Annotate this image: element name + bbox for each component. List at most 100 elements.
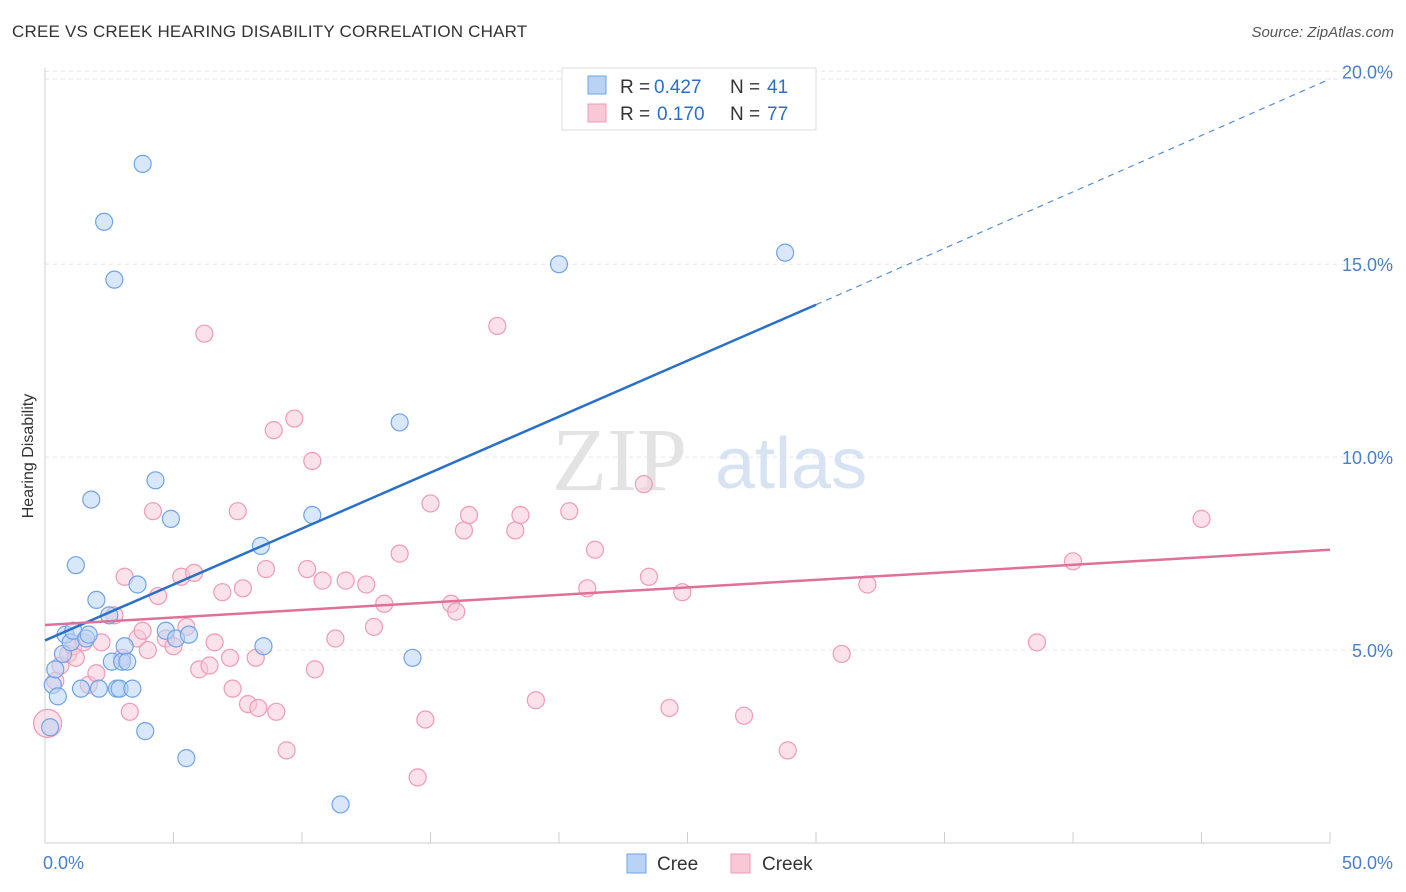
cree-point-23 <box>118 652 137 671</box>
cree-trend-line <box>44 303 817 642</box>
creek-point-69 <box>734 706 754 725</box>
creek-trend-line <box>44 548 1331 627</box>
cree-point-2 <box>46 660 65 679</box>
watermark-zip: ZIP <box>552 411 687 510</box>
cree-point-37 <box>331 795 350 814</box>
creek-point-43 <box>305 660 324 679</box>
cree-point-0 <box>41 718 60 737</box>
cree-trend-line-extension <box>815 78 1331 306</box>
legend-swatch-cree <box>587 75 607 95</box>
creek-point-58 <box>488 316 507 336</box>
cree-point-40 <box>549 255 569 274</box>
legend-n-value-creek: 77 <box>767 104 788 125</box>
creek-point-71 <box>832 644 851 664</box>
creek-point-72 <box>858 575 877 594</box>
cree-point-33 <box>179 625 199 644</box>
cree-point-32 <box>177 749 196 768</box>
creek-point-56 <box>454 521 474 540</box>
creek-point-65 <box>634 475 653 494</box>
creek-point-42 <box>303 451 322 471</box>
source-credit: Source: ZipAtlas.com <box>1251 24 1394 41</box>
legend-r-label-cree: R = <box>620 77 650 98</box>
cree-point-27 <box>136 722 155 741</box>
creek-point-51 <box>408 768 427 787</box>
creek-point-73 <box>1027 633 1047 652</box>
creek-point-36 <box>256 559 276 579</box>
watermark: ZIP atlas <box>552 411 867 510</box>
grid-lines <box>45 70 1392 651</box>
creek-point-50 <box>390 544 409 563</box>
creek-point-13 <box>120 702 139 721</box>
cree-point-9 <box>71 679 91 698</box>
series-legend-label-creek: Creek <box>762 854 813 875</box>
chart-title: CREE VS CREEK HEARING DISABILITY CORRELA… <box>12 22 528 41</box>
legend-n-label-cree: N = <box>730 77 760 98</box>
creek-point-28 <box>213 583 232 602</box>
cree-point-26 <box>133 154 152 173</box>
creek-point-59 <box>506 521 525 540</box>
creek-point-15 <box>133 621 152 640</box>
cree-point-25 <box>128 575 147 594</box>
creek-point-17 <box>143 502 163 521</box>
cree-point-11 <box>79 625 98 644</box>
creek-point-40 <box>285 409 304 428</box>
creek-point-53 <box>421 494 440 513</box>
creek-point-35 <box>249 698 268 718</box>
y-tick-label-2: 15.0% <box>1342 255 1393 275</box>
cree-point-8 <box>66 556 85 575</box>
cree-point-18 <box>105 270 124 289</box>
cree-point-35 <box>254 637 273 656</box>
x-tick-label-max: 50.0% <box>1342 853 1393 873</box>
creek-points <box>32 316 1211 787</box>
creek-point-44 <box>313 571 332 590</box>
creek-point-39 <box>277 741 296 760</box>
legend-r-value-creek: 0.170 <box>657 104 705 125</box>
legend-n-value-cree: 41 <box>767 77 788 98</box>
series-legend: Cree Creek <box>626 853 813 875</box>
creek-point-52 <box>416 710 435 729</box>
creek-point-46 <box>336 571 355 590</box>
creek-point-38 <box>267 702 286 721</box>
creek-point-75 <box>1192 509 1211 528</box>
y-axis-tick-labels: 5.0% 10.0% 15.0% 20.0% <box>1342 62 1393 661</box>
creek-point-64 <box>585 540 605 559</box>
creek-point-31 <box>228 502 247 521</box>
creek-point-60 <box>511 505 530 525</box>
cree-point-15 <box>95 212 114 231</box>
x-tick-label-min: 0.0% <box>43 853 84 873</box>
correlation-legend: R = 0.427 N = 41 R = 0.170 N = 77 <box>561 67 817 131</box>
cree-point-13 <box>87 590 106 610</box>
creek-point-57 <box>459 505 479 525</box>
legend-r-value-cree: 0.427 <box>654 77 702 98</box>
cree-point-12 <box>82 490 101 509</box>
cree-point-41 <box>776 243 795 262</box>
creek-point-48 <box>364 617 384 637</box>
creek-point-16 <box>138 640 157 660</box>
cree-point-24 <box>123 679 142 698</box>
legend-r-label-creek: R = <box>620 104 650 125</box>
creek-point-70 <box>778 741 797 760</box>
series-legend-swatch-creek <box>730 853 751 874</box>
x-axis-ticks <box>44 832 1331 843</box>
creek-point-26 <box>200 656 219 675</box>
y-tick-label-1: 10.0% <box>1342 448 1393 468</box>
creek-point-8 <box>87 664 106 683</box>
cree-point-14 <box>89 679 109 698</box>
creek-point-30 <box>223 679 242 698</box>
legend-swatch-creek <box>587 103 607 123</box>
creek-point-55 <box>447 602 466 621</box>
cree-point-28 <box>146 471 165 490</box>
cree-point-38 <box>390 413 409 432</box>
creek-point-74 <box>1063 552 1083 571</box>
creek-point-25 <box>195 324 214 343</box>
creek-point-37 <box>264 421 283 440</box>
creek-point-32 <box>233 579 252 598</box>
series-legend-label-cree: Cree <box>657 854 698 875</box>
y-tick-label-0: 5.0% <box>1352 641 1393 661</box>
creek-point-61 <box>526 691 545 710</box>
creek-point-45 <box>326 629 345 648</box>
cree-point-39 <box>403 648 422 667</box>
cree-point-3 <box>48 687 67 706</box>
cree-point-30 <box>161 509 181 528</box>
